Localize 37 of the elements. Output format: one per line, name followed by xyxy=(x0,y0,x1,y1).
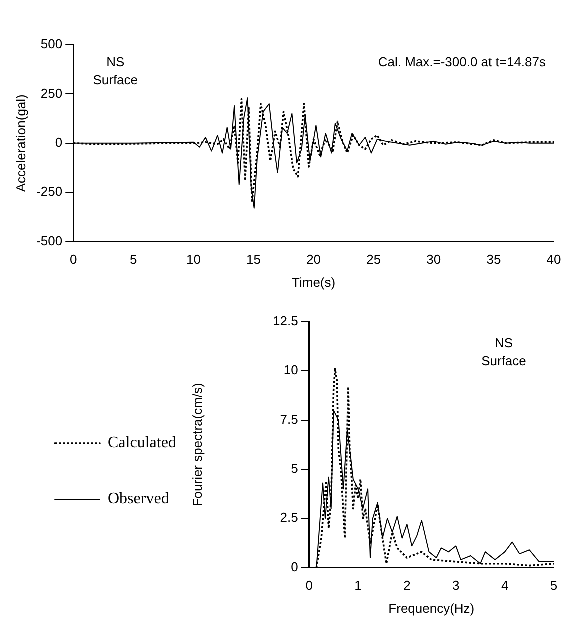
y-tick-label: 250 xyxy=(40,86,63,101)
x-tick-label: 20 xyxy=(306,252,322,268)
y-tick-label: 12.5 xyxy=(273,314,298,329)
x-tick-label: 10 xyxy=(186,252,201,268)
x-tick-label: 15 xyxy=(246,252,261,268)
annotation: NS xyxy=(106,54,125,70)
x-tick-label: 35 xyxy=(486,252,502,268)
x-tick-label: 25 xyxy=(366,252,382,268)
y-tick-label: -500 xyxy=(36,233,63,248)
y-axis-title: Acceleration(gal) xyxy=(13,94,28,192)
y-tick-label: 0 xyxy=(291,559,298,574)
legend-label: Calculated xyxy=(108,434,176,452)
y-tick-label: 0 xyxy=(55,134,63,150)
y-tick-label: 2.5 xyxy=(280,510,298,526)
y-tick-label: -250 xyxy=(36,184,63,200)
x-tick-label: 0 xyxy=(70,252,78,268)
x-tick-label: 40 xyxy=(546,252,562,268)
x-tick-label: 5 xyxy=(130,252,138,268)
x-tick-label: 0 xyxy=(306,578,313,594)
x-tick-label: 3 xyxy=(452,578,460,594)
y-tick-label: 7.5 xyxy=(280,412,298,427)
y-tick-label: 500 xyxy=(40,36,63,52)
y-tick-label: 10 xyxy=(284,362,298,378)
annotation: Surface xyxy=(93,72,138,88)
annotation: Surface xyxy=(482,354,526,369)
legend-label: Observed xyxy=(108,490,170,508)
x-axis-title: Time(s) xyxy=(292,274,336,290)
x-axis-title: Frequency(Hz) xyxy=(388,600,475,616)
x-tick-label: 5 xyxy=(550,578,558,594)
y-axis-title: Fourier spectra(cm/s) xyxy=(190,383,205,507)
x-tick-label: 30 xyxy=(426,252,442,268)
x-tick-label: 4 xyxy=(501,578,509,594)
annotation: NS xyxy=(494,336,514,351)
x-tick-label: 1 xyxy=(354,578,362,594)
annotation: Cal. Max.=-300.0 at t=14.87s xyxy=(378,54,546,70)
x-tick-label: 2 xyxy=(404,578,411,594)
y-tick-label: 5 xyxy=(291,461,298,476)
